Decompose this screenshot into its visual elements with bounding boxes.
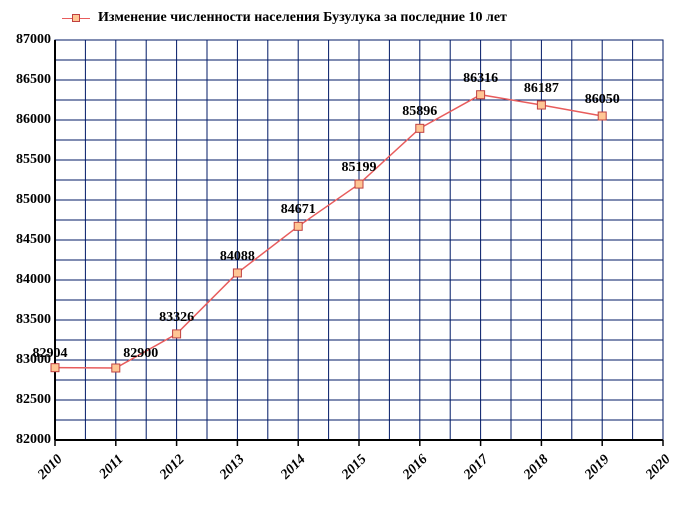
y-tick-label: 86000 <box>3 112 51 128</box>
data-point-label: 84671 <box>281 202 316 218</box>
y-tick-label: 87000 <box>3 32 51 48</box>
y-tick-label: 86500 <box>3 72 51 88</box>
data-point-label: 85896 <box>402 104 437 120</box>
y-tick-label: 84000 <box>3 272 51 288</box>
y-tick-label: 83500 <box>3 312 51 328</box>
y-tick-label: 84500 <box>3 232 51 248</box>
data-point-label: 86050 <box>585 92 620 108</box>
plot-area <box>0 0 680 500</box>
y-tick-label: 82000 <box>3 432 51 448</box>
y-tick-label: 85500 <box>3 152 51 168</box>
data-point-label: 82900 <box>123 346 158 362</box>
legend-label: Изменение численности населения Бузулука… <box>98 10 507 26</box>
data-point-label: 86316 <box>463 71 498 87</box>
data-point-label: 83326 <box>159 310 194 326</box>
legend: Изменение численности населения Бузулука… <box>62 10 507 26</box>
legend-marker-icon <box>62 11 90 25</box>
data-point-label: 86187 <box>524 81 559 97</box>
chart-container: Изменение численности населения Бузулука… <box>0 0 680 500</box>
data-point-label: 85199 <box>342 160 377 176</box>
data-point-label: 82904 <box>33 346 68 362</box>
data-point-label: 84088 <box>220 249 255 265</box>
y-tick-label: 82500 <box>3 392 51 408</box>
y-tick-label: 85000 <box>3 192 51 208</box>
